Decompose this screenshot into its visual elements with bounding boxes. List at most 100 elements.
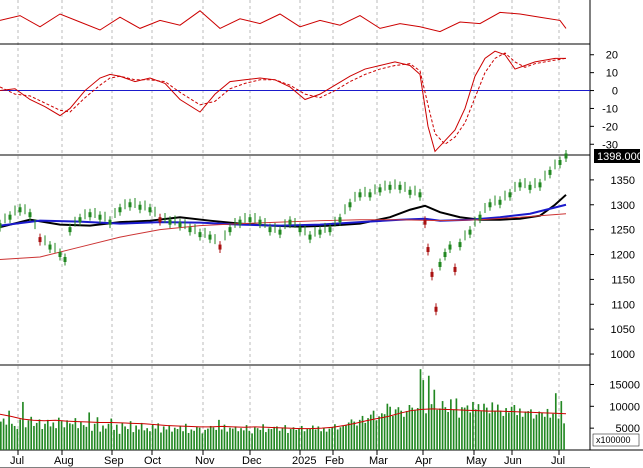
price-tick-label: 1150 [611, 274, 635, 286]
volume-bar [107, 423, 110, 450]
price-candle-body [228, 227, 232, 233]
price-candle-body [426, 247, 430, 253]
volume-bar [209, 425, 212, 450]
volume-bar [212, 427, 215, 450]
volume-bar [416, 408, 419, 450]
volume-bar [179, 426, 182, 450]
volume-bar [66, 420, 68, 450]
volume-bar [193, 430, 195, 450]
volume-bar [328, 428, 331, 450]
volume-bar [251, 433, 253, 450]
volume-bar [378, 416, 380, 450]
price-candle-body [78, 217, 82, 223]
volume-bar [173, 427, 176, 450]
volume-bar [273, 426, 275, 450]
price-tick-label: 1100 [611, 299, 635, 311]
price-candle-body [468, 229, 472, 235]
price-candle-body [368, 192, 372, 198]
volume-bar [331, 427, 333, 450]
price-candle-body [288, 219, 292, 225]
macd-tick-label: -30 [602, 139, 618, 151]
volume-bar [77, 428, 79, 450]
volume-bar [300, 425, 303, 450]
volume-bar [284, 425, 287, 450]
price-candle-body [418, 192, 422, 198]
volume-bar [535, 414, 538, 450]
volume-bar [433, 389, 436, 450]
price-candle-body [148, 207, 152, 213]
price-candle-body [63, 257, 67, 262]
price-candle-body [138, 204, 142, 210]
price-candle-body [178, 222, 182, 228]
volume-bar [441, 401, 444, 450]
volume-bar [146, 428, 148, 450]
price-candle-body [308, 234, 312, 240]
price-candle-body [158, 217, 162, 223]
price-candle-body [8, 214, 12, 220]
volume-bar [381, 413, 383, 450]
volume-bar [149, 431, 151, 450]
volume-bar [538, 411, 541, 450]
volume-tick-label: 15000 [609, 379, 640, 391]
volume-bar [135, 425, 137, 450]
volume-bar [552, 413, 554, 450]
volume-bar [201, 433, 204, 450]
volume-bar [187, 432, 190, 450]
volume-bar [11, 423, 13, 450]
volume-bar [104, 428, 107, 450]
volume-bar [82, 425, 85, 450]
volume-bar [447, 411, 449, 450]
price-candle-body [128, 202, 132, 208]
month-label: Dec [242, 455, 262, 467]
volume-bar [311, 425, 314, 450]
volume-bar [35, 422, 38, 450]
volume-bar [347, 422, 350, 450]
volume-bar [138, 429, 140, 450]
volume-bar [292, 427, 295, 450]
volume-bar [41, 429, 44, 450]
price-candle-body [548, 169, 552, 175]
volume-unit-label: x100000 [596, 435, 631, 445]
volume-bar [237, 431, 240, 450]
volume-bar [358, 419, 361, 450]
volume-bar [469, 412, 472, 450]
volume-bar [389, 406, 391, 450]
volume-bar [543, 416, 546, 450]
volume-bar [22, 401, 24, 450]
volume-bar [226, 431, 229, 450]
price-candle-body [398, 184, 402, 190]
volume-bar [198, 427, 201, 450]
price-candle-body [558, 159, 562, 165]
volume-bar [127, 429, 129, 450]
volume-bar [52, 422, 55, 450]
price-tick-label: 1200 [611, 250, 635, 262]
volume-bar [516, 415, 518, 450]
price-candle-body [430, 271, 434, 277]
volume-bar [477, 404, 480, 450]
volume-bar [242, 430, 245, 450]
volume-bar [55, 428, 57, 450]
month-label: Feb [325, 455, 344, 467]
volume-bar [289, 429, 292, 450]
price-candle-body [258, 219, 262, 225]
volume-bar [184, 423, 187, 450]
volume-bar [499, 410, 502, 450]
volume-bar [438, 408, 441, 450]
price-candle-body [198, 232, 202, 238]
volume-ma-line [0, 408, 567, 430]
price-candle-body [423, 219, 427, 225]
volume-bar [121, 422, 124, 450]
price-candle-body [238, 219, 242, 225]
volume-bar [168, 425, 171, 450]
volume-bar [505, 408, 507, 450]
month-label: Jul [551, 455, 565, 467]
volume-bar [405, 411, 408, 450]
volume-bar [527, 411, 530, 450]
volume-bar [154, 428, 157, 450]
volume-bar [306, 429, 309, 450]
price-candle-body [338, 217, 342, 223]
price-candle-body [48, 244, 52, 250]
volume-bar [513, 405, 516, 450]
